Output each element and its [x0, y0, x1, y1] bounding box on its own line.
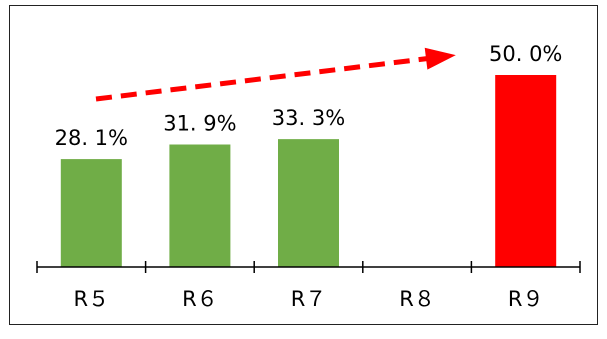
data-label-2: 31. 9% [163, 112, 236, 136]
x-tick-label-2: R６ [182, 287, 218, 311]
trend-arrow-head [424, 47, 456, 70]
x-tick-label-4: R８ [399, 287, 435, 311]
trend-arrow [95, 47, 456, 102]
data-label-1: 28. 1% [55, 126, 128, 150]
bars-group [60, 75, 557, 267]
data-label-5: 50. 0% [489, 42, 562, 66]
x-tick-label-5: R９ [508, 287, 544, 311]
data-labels-group: 28. 1% 31. 9% 33. 3% 50. 0% [55, 42, 563, 150]
data-label-3: 33. 3% [272, 106, 345, 130]
x-tick-labels: R５ R６ R７ R８ R９ [74, 287, 544, 311]
x-tick-label-3: R７ [291, 287, 327, 311]
bar-5 [495, 75, 557, 267]
trend-arrow-line [95, 55, 433, 102]
x-tick-label-1: R５ [74, 287, 110, 311]
x-axis [36, 261, 581, 273]
bar-2 [169, 144, 231, 267]
bar-3 [278, 139, 339, 267]
bar-1 [60, 159, 122, 267]
